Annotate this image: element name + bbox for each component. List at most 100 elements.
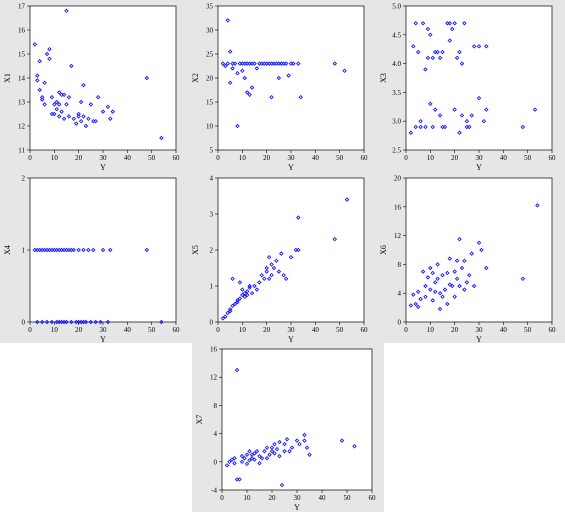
x-tick-label: 50 (148, 154, 156, 162)
data-point (240, 292, 245, 298)
x-tick-label: 10 (239, 326, 247, 334)
data-point (437, 113, 443, 118)
data-point (227, 49, 233, 54)
x-tick-label: 20 (75, 326, 83, 334)
data-point (452, 294, 457, 300)
data-point (435, 276, 440, 282)
x-tick-label: 50 (524, 326, 532, 334)
data-point (277, 453, 282, 459)
data-point (445, 301, 450, 307)
data-point (423, 124, 428, 130)
data-point (447, 282, 453, 287)
data-point (339, 438, 345, 443)
data-point (59, 109, 64, 114)
data-point (69, 63, 74, 69)
data-point (234, 367, 240, 373)
data-point (264, 445, 270, 450)
data-point (282, 441, 287, 447)
data-point (220, 316, 226, 321)
data-point (535, 203, 540, 208)
data-point (344, 197, 350, 202)
data-point (462, 287, 467, 292)
data-point (467, 124, 472, 130)
data-point (430, 270, 436, 276)
data-point (247, 448, 252, 454)
data-point (230, 66, 235, 71)
data-point (35, 78, 40, 83)
data-point (440, 294, 445, 300)
y-tick-label: 5 (210, 147, 214, 155)
data-point (39, 94, 45, 100)
data-point (415, 289, 421, 294)
data-point (437, 306, 443, 312)
x-axis-label: Y (294, 503, 300, 512)
y-tick-label: 35 (206, 3, 214, 11)
data-point (415, 304, 421, 310)
data-point (428, 287, 433, 292)
x-tick-label: 60 (173, 154, 181, 162)
data-point (420, 21, 426, 26)
data-point (484, 265, 489, 271)
data-point (430, 124, 436, 130)
y-tick-label: 17 (18, 3, 26, 11)
data-point (66, 114, 72, 119)
scatter-panel-x5: 0 10 20 30 40 50 60 0 1 2 3 4 Y X5 (191, 175, 368, 345)
data-point (276, 75, 282, 81)
y-tick-label: 16 (394, 203, 402, 211)
x-tick-label: 0 (216, 326, 220, 334)
data-point (39, 97, 45, 102)
data-point (56, 90, 62, 95)
data-point (244, 452, 250, 457)
data-point (272, 441, 277, 447)
data-point (423, 283, 428, 289)
x-tick-label: 30 (476, 154, 484, 162)
x-tick-label: 30 (476, 326, 484, 334)
x-tick-label: 10 (239, 154, 247, 162)
data-point (452, 269, 457, 274)
x-tick-label: 10 (427, 154, 435, 162)
x-tick-label: 20 (451, 154, 459, 162)
data-point (223, 314, 228, 319)
data-point (35, 319, 40, 325)
data-point (471, 44, 477, 49)
data-point (52, 102, 57, 107)
data-point (430, 55, 436, 61)
y-tick-label: 4.5 (392, 31, 401, 39)
data-point (520, 276, 526, 282)
y-tick-label: 3.0 (392, 118, 401, 126)
data-point (297, 441, 302, 447)
data-point (100, 109, 106, 114)
data-point (257, 280, 262, 285)
data-point (281, 272, 286, 278)
data-point (42, 80, 47, 86)
y-tick-label: 16 (210, 346, 218, 354)
data-point (476, 95, 482, 101)
y-tick-label: 0 (210, 319, 214, 327)
data-point (459, 265, 465, 271)
data-point (93, 319, 98, 325)
data-point (307, 452, 312, 457)
data-point (464, 118, 470, 124)
y-tick-label: 1 (22, 247, 26, 255)
data-point (71, 247, 77, 253)
y-tick-label: 4 (210, 175, 214, 183)
data-point (408, 130, 414, 135)
x-tick-label: 30 (100, 326, 108, 334)
y-tick-label: 8 (214, 402, 218, 410)
x-tick-label: 20 (269, 494, 277, 502)
data-point (408, 303, 414, 308)
data-point (476, 44, 482, 49)
x-tick-label: 40 (124, 154, 132, 162)
scatter-panel-x4: 0 10 20 30 40 50 60 0 1 2 Y X4 (3, 175, 180, 345)
data-point (411, 44, 416, 49)
data-point (259, 272, 265, 278)
data-point (445, 270, 450, 276)
x-tick-label: 40 (124, 326, 132, 334)
data-point (108, 116, 113, 122)
data-point (435, 49, 440, 55)
x-tick-label: 40 (319, 494, 327, 502)
data-point (298, 94, 303, 100)
x-tick-label: 20 (75, 154, 83, 162)
data-point (291, 61, 296, 66)
data-point (83, 123, 89, 129)
